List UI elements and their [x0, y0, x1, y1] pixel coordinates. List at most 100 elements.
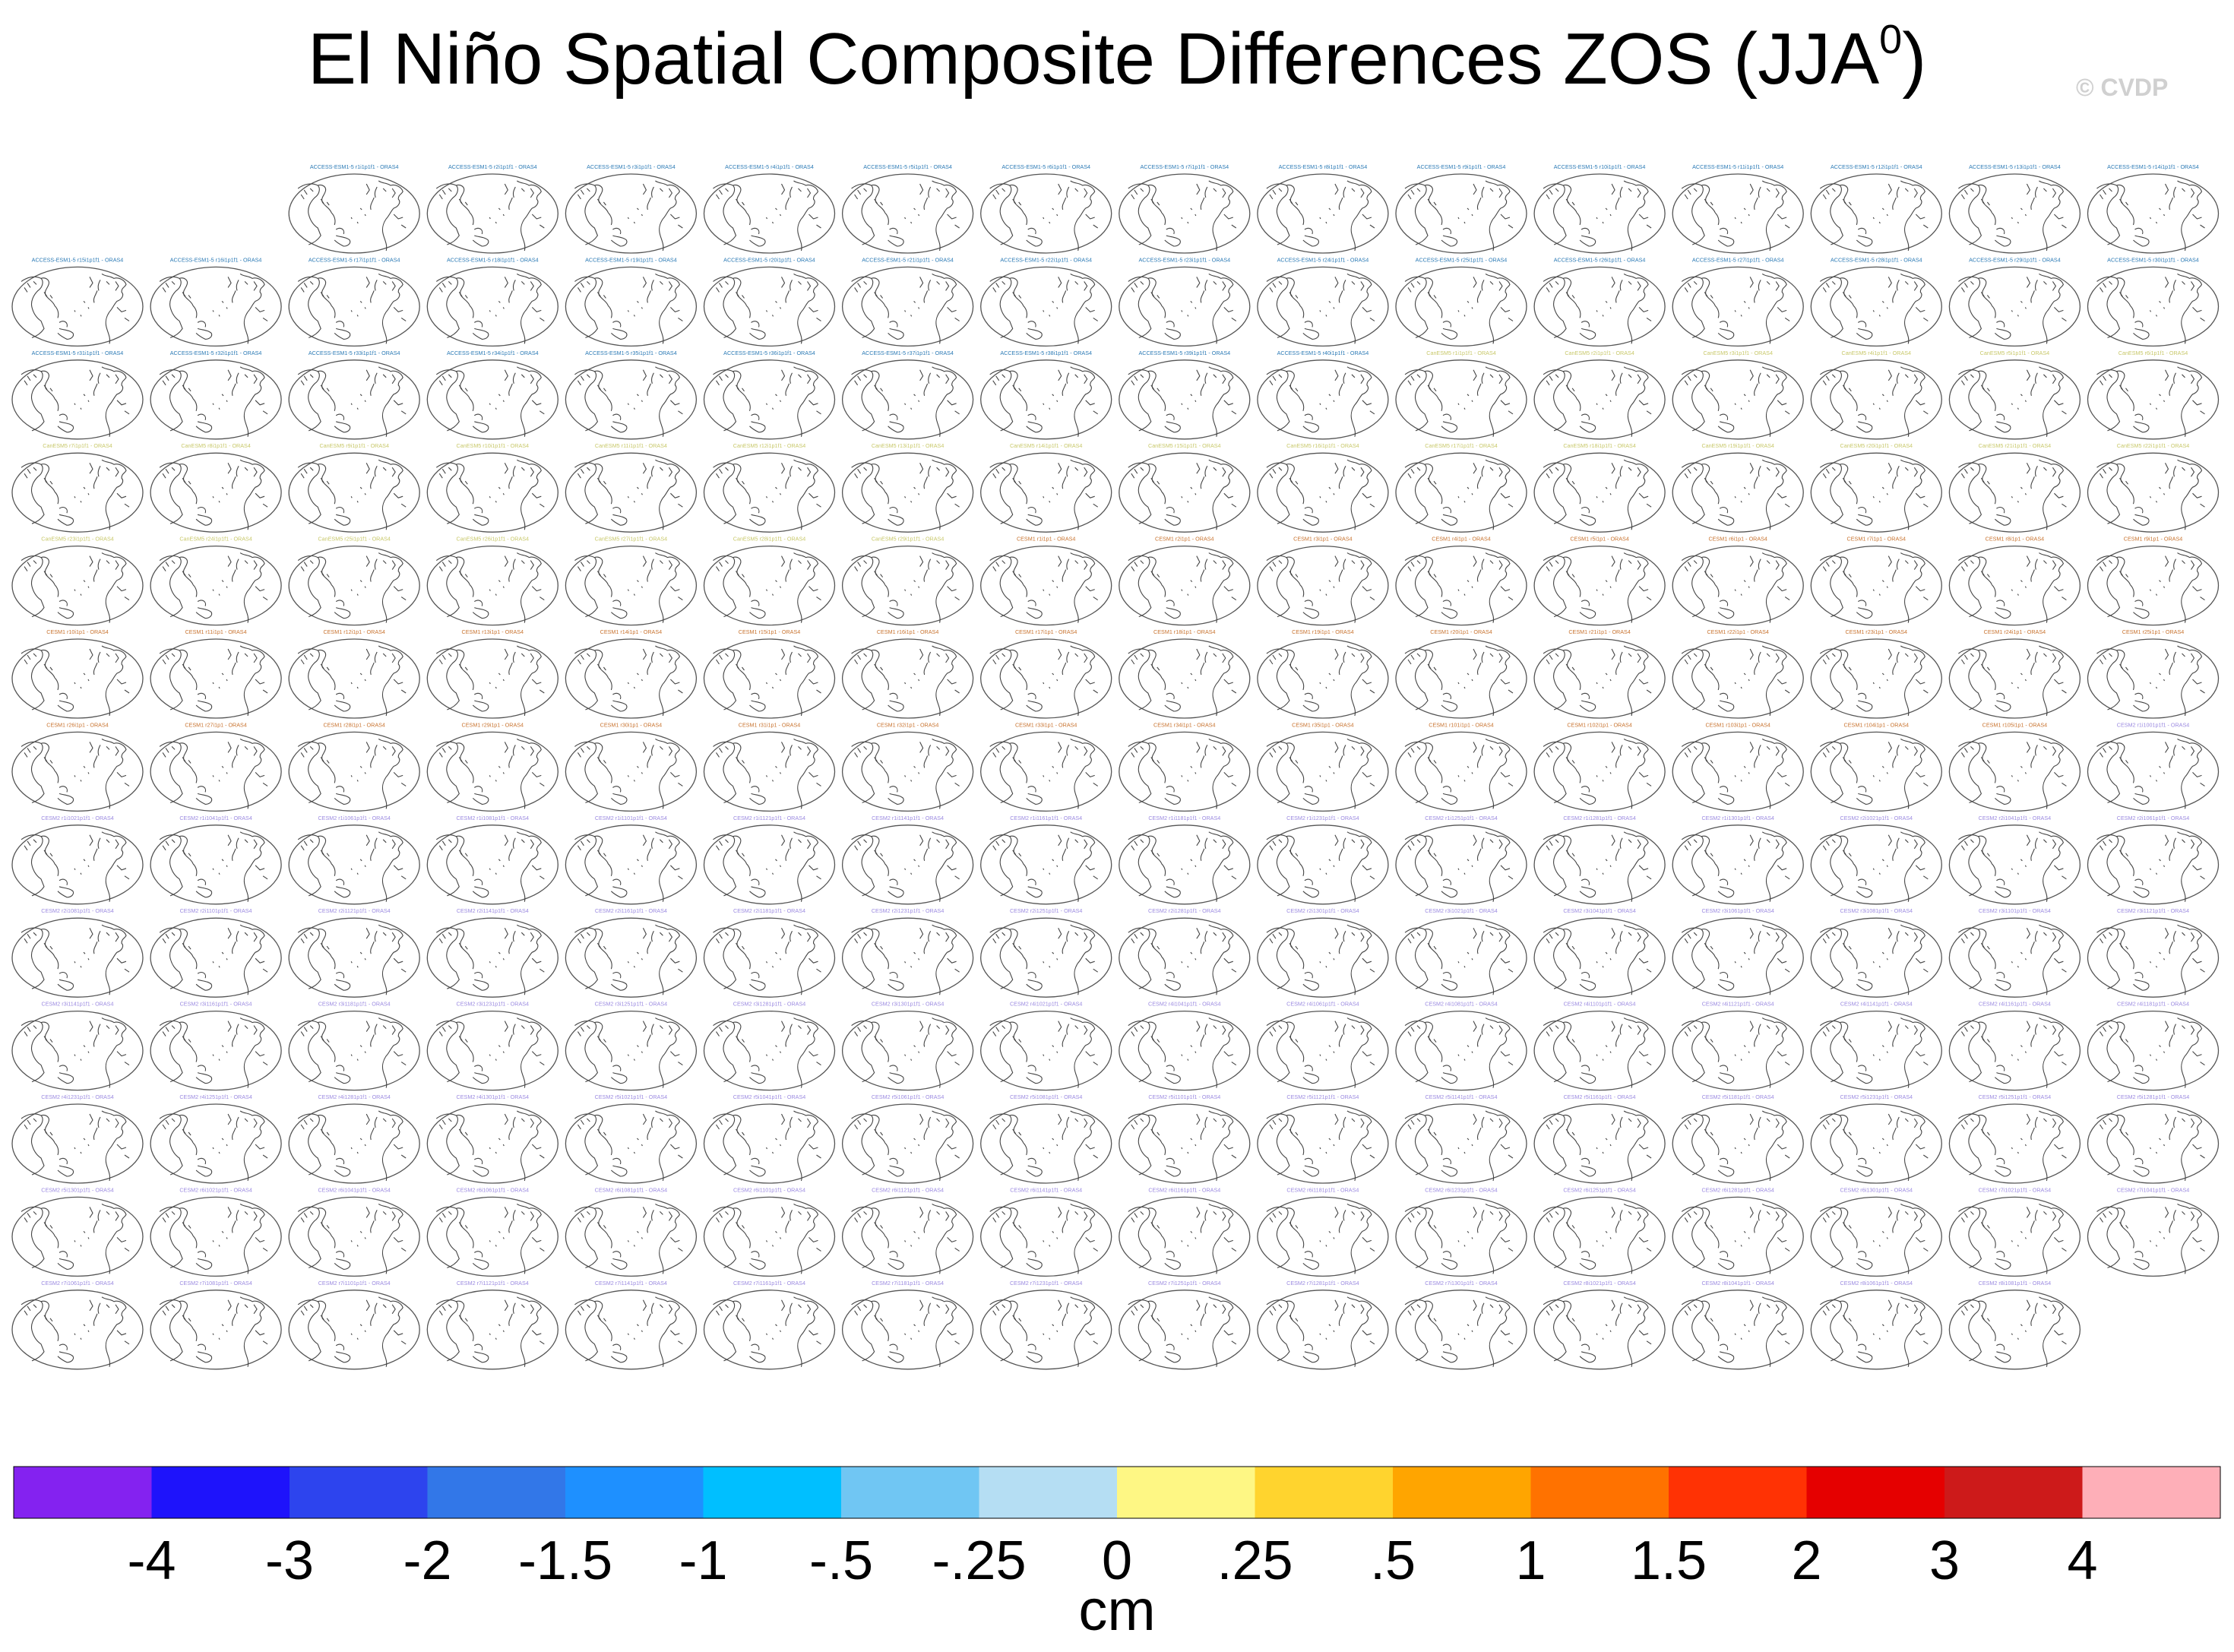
- panel-title: ACCESS-ESM1-5 r30i1p1f1 - ORAS4: [2107, 256, 2199, 263]
- colorbar-segment: [290, 1467, 428, 1518]
- panel-title: CanESM5 r4i1p1f1 - ORAS4: [1842, 350, 1911, 356]
- panel-title: CESM1 r30i1p1 - ORAS4: [600, 721, 663, 728]
- map-panel: CESM2 r3i1081p1f1 - ORAS4: [1810, 907, 1942, 998]
- map-panel: CESM2 r1i1081p1f1 - ORAS4: [426, 815, 558, 905]
- map-panel: CESM2 r8i1061p1f1 - ORAS4: [1810, 1280, 1942, 1370]
- cvdp-watermark: © CVDP: [2076, 74, 2169, 101]
- panel-title: CESM1 r19i1p1 - ORAS4: [1292, 628, 1354, 635]
- panel-title: CESM1 r1i1p1 - ORAS4: [1017, 536, 1076, 543]
- map-panel: CanESM5 r4i1p1f1 - ORAS4: [1810, 350, 1942, 440]
- map-panel: ACCESS-ESM1-5 r37i1p1f1 - ORAS4: [841, 350, 974, 440]
- panel-title: CESM2 r2i1061p1f1 - ORAS4: [2117, 815, 2189, 821]
- panel-title: CanESM5 r5i1p1f1 - ORAS4: [1980, 350, 2049, 356]
- map-panel: CanESM5 r25i1p1f1 - ORAS4: [288, 536, 420, 626]
- panel-title: ACCESS-ESM1-5 r31i1p1f1 - ORAS4: [32, 350, 124, 356]
- map-panel: CESM2 r2i1161p1f1 - ORAS4: [565, 907, 698, 998]
- panel-title: ACCESS-ESM1-5 r5i1p1f1 - ORAS4: [863, 163, 952, 170]
- map-panel: CESM2 r5i1141p1f1 - ORAS4: [1395, 1093, 1527, 1184]
- panel-title: CESM2 r4i1081p1f1 - ORAS4: [1425, 1001, 1497, 1008]
- map-panel: CESM2 r5i1181p1f1 - ORAS4: [1672, 1093, 1804, 1184]
- panel-title: ACCESS-ESM1-5 r14i1p1f1 - ORAS4: [2107, 163, 2199, 170]
- panel-title: CESM1 r21i1p1 - ORAS4: [1568, 628, 1631, 635]
- panel-title: CESM2 r4i1251p1f1 - ORAS4: [179, 1093, 252, 1100]
- panel-title: ACCESS-ESM1-5 r34i1p1f1 - ORAS4: [447, 350, 539, 356]
- colorbar-segment: [14, 1467, 152, 1518]
- colorbar-tick-label: 1: [1515, 1530, 1546, 1591]
- panel-title: ACCESS-ESM1-5 r3i1p1f1 - ORAS4: [587, 163, 676, 170]
- panel-title: CESM1 r5i1p1 - ORAS4: [1570, 536, 1629, 543]
- chart-title-text: El Niño Spatial Composite Differences ZO…: [307, 18, 1880, 100]
- panel-title: CESM2 r3i1041p1f1 - ORAS4: [1563, 907, 1635, 914]
- panel-title: ACCESS-ESM1-5 r7i1p1f1 - ORAS4: [1140, 163, 1229, 170]
- panel-title: CESM1 r3i1p1 - ORAS4: [1293, 536, 1353, 543]
- map-panel: ACCESS-ESM1-5 r25i1p1f1 - ORAS4: [1395, 256, 1527, 347]
- panel-title: CESM2 r4i1141p1f1 - ORAS4: [1840, 1001, 1913, 1008]
- map-panel: CanESM5 r9i1p1f1 - ORAS4: [288, 442, 420, 533]
- map-panel: ACCESS-ESM1-5 r39i1p1f1 - ORAS4: [1119, 350, 1251, 440]
- map-panel: CESM2 r1i1061p1f1 - ORAS4: [288, 815, 420, 905]
- map-panel: CESM2 r6i1101p1f1 - ORAS4: [703, 1186, 836, 1277]
- map-panel: CESM1 r102i1p1 - ORAS4: [1533, 721, 1666, 812]
- map-panel: CESM1 r5i1p1 - ORAS4: [1533, 536, 1666, 626]
- map-panel: CESM2 r3i1301p1f1 - ORAS4: [841, 1001, 974, 1091]
- map-panel: CanESM5 r26i1p1f1 - ORAS4: [426, 536, 558, 626]
- map-panel: CESM2 r6i1281p1f1 - ORAS4: [1672, 1186, 1804, 1277]
- panel-title: CESM2 r7i1061p1f1 - ORAS4: [41, 1280, 113, 1286]
- map-panel: CESM2 r6i1251p1f1 - ORAS4: [1533, 1186, 1666, 1277]
- map-panel: CESM1 r11i1p1 - ORAS4: [150, 628, 282, 719]
- panel-title: ACCESS-ESM1-5 r8i1p1f1 - ORAS4: [1279, 163, 1368, 170]
- map-panel: ACCESS-ESM1-5 r23i1p1f1 - ORAS4: [1119, 256, 1251, 347]
- panel-title: ACCESS-ESM1-5 r1i1p1f1 - ORAS4: [310, 163, 399, 170]
- map-panel: CanESM5 r15i1p1f1 - ORAS4: [1119, 442, 1251, 533]
- panel-title: CESM1 r27i1p1 - ORAS4: [185, 721, 247, 728]
- map-panel: CanESM5 r18i1p1f1 - ORAS4: [1533, 442, 1666, 533]
- map-panel: CESM2 r4i1231p1f1 - ORAS4: [11, 1093, 144, 1184]
- panel-title: CESM2 r1i1121p1f1 - ORAS4: [733, 815, 805, 821]
- map-panel: CanESM5 r28i1p1f1 - ORAS4: [703, 536, 836, 626]
- panel-title: CESM2 r8i1081p1f1 - ORAS4: [1979, 1280, 2051, 1286]
- map-panel: CESM2 r1i1121p1f1 - ORAS4: [703, 815, 836, 905]
- panel-title: CESM1 r8i1p1 - ORAS4: [1986, 536, 2045, 543]
- map-panel: CESM2 r1i1161p1f1 - ORAS4: [980, 815, 1112, 905]
- panel-title: ACCESS-ESM1-5 r37i1p1f1 - ORAS4: [862, 350, 954, 356]
- colorbar-tick-label: 0: [1101, 1530, 1133, 1591]
- map-panel: CanESM5 r29i1p1f1 - ORAS4: [841, 536, 974, 626]
- panel-title: CESM2 r1i1141p1f1 - ORAS4: [872, 815, 944, 821]
- map-panel: CESM2 r7i1041p1f1 - ORAS4: [2087, 1186, 2220, 1277]
- panel-title: CESM1 r17i1p1 - ORAS4: [1015, 628, 1077, 635]
- map-panel: CanESM5 r1i1p1f1 - ORAS4: [1395, 350, 1527, 440]
- map-panel: CESM2 r7i1061p1f1 - ORAS4: [11, 1280, 144, 1370]
- panel-title: ACCESS-ESM1-5 r29i1p1f1 - ORAS4: [1969, 256, 2061, 263]
- panel-title: CESM2 r5i1301p1f1 - ORAS4: [41, 1186, 113, 1193]
- panel-title: CESM2 r4i1231p1f1 - ORAS4: [41, 1093, 113, 1100]
- map-panel: CESM1 r13i1p1 - ORAS4: [426, 628, 558, 719]
- map-panel: CESM2 r5i1121p1f1 - ORAS4: [1257, 1093, 1389, 1184]
- map-panel: CESM2 r1i1041p1f1 - ORAS4: [150, 815, 282, 905]
- panel-title: CESM2 r6i1101p1f1 - ORAS4: [733, 1186, 805, 1193]
- colorbar-segment: [1530, 1467, 1669, 1518]
- map-panel: CanESM5 r2i1p1f1 - ORAS4: [1533, 350, 1666, 440]
- map-panel: CanESM5 r12i1p1f1 - ORAS4: [703, 442, 836, 533]
- panel-title: CESM2 r7i1141p1f1 - ORAS4: [595, 1280, 667, 1286]
- panel-title: CESM2 r1i1101p1f1 - ORAS4: [595, 815, 667, 821]
- map-panel: CanESM5 r6i1p1f1 - ORAS4: [2087, 350, 2220, 440]
- chart-title-superscript: 0: [1879, 17, 1903, 62]
- colorbar-tick-label: .25: [1217, 1530, 1293, 1591]
- colorbar-tick-label: -3: [264, 1530, 315, 1591]
- map-panel: CESM2 r3i1021p1f1 - ORAS4: [1395, 907, 1527, 998]
- map-panel: ACCESS-ESM1-5 r9i1p1f1 - ORAS4: [1395, 163, 1527, 254]
- panel-title: ACCESS-ESM1-5 r6i1p1f1 - ORAS4: [1002, 163, 1090, 170]
- panel-title: CESM2 r5i1231p1f1 - ORAS4: [1840, 1093, 1913, 1100]
- map-panel: CESM1 r35i1p1 - ORAS4: [1257, 721, 1389, 812]
- panel-title: CanESM5 r6i1p1f1 - ORAS4: [2119, 350, 2188, 356]
- colorbar-frame: [13, 1466, 2221, 1519]
- map-panel: ACCESS-ESM1-5 r10i1p1f1 - ORAS4: [1533, 163, 1666, 254]
- panel-title: CanESM5 r19i1p1f1 - ORAS4: [1701, 442, 1774, 449]
- panel-title: ACCESS-ESM1-5 r28i1p1f1 - ORAS4: [1831, 256, 1922, 263]
- map-panel: ACCESS-ESM1-5 r13i1p1f1 - ORAS4: [1948, 163, 2081, 254]
- map-panel: CESM1 r23i1p1 - ORAS4: [1810, 628, 1942, 719]
- panel-title: CanESM5 r22i1p1f1 - ORAS4: [2117, 442, 2189, 449]
- map-panel: CESM2 r1i1301p1f1 - ORAS4: [1672, 815, 1804, 905]
- map-panel: CESM2 r6i1041p1f1 - ORAS4: [288, 1186, 420, 1277]
